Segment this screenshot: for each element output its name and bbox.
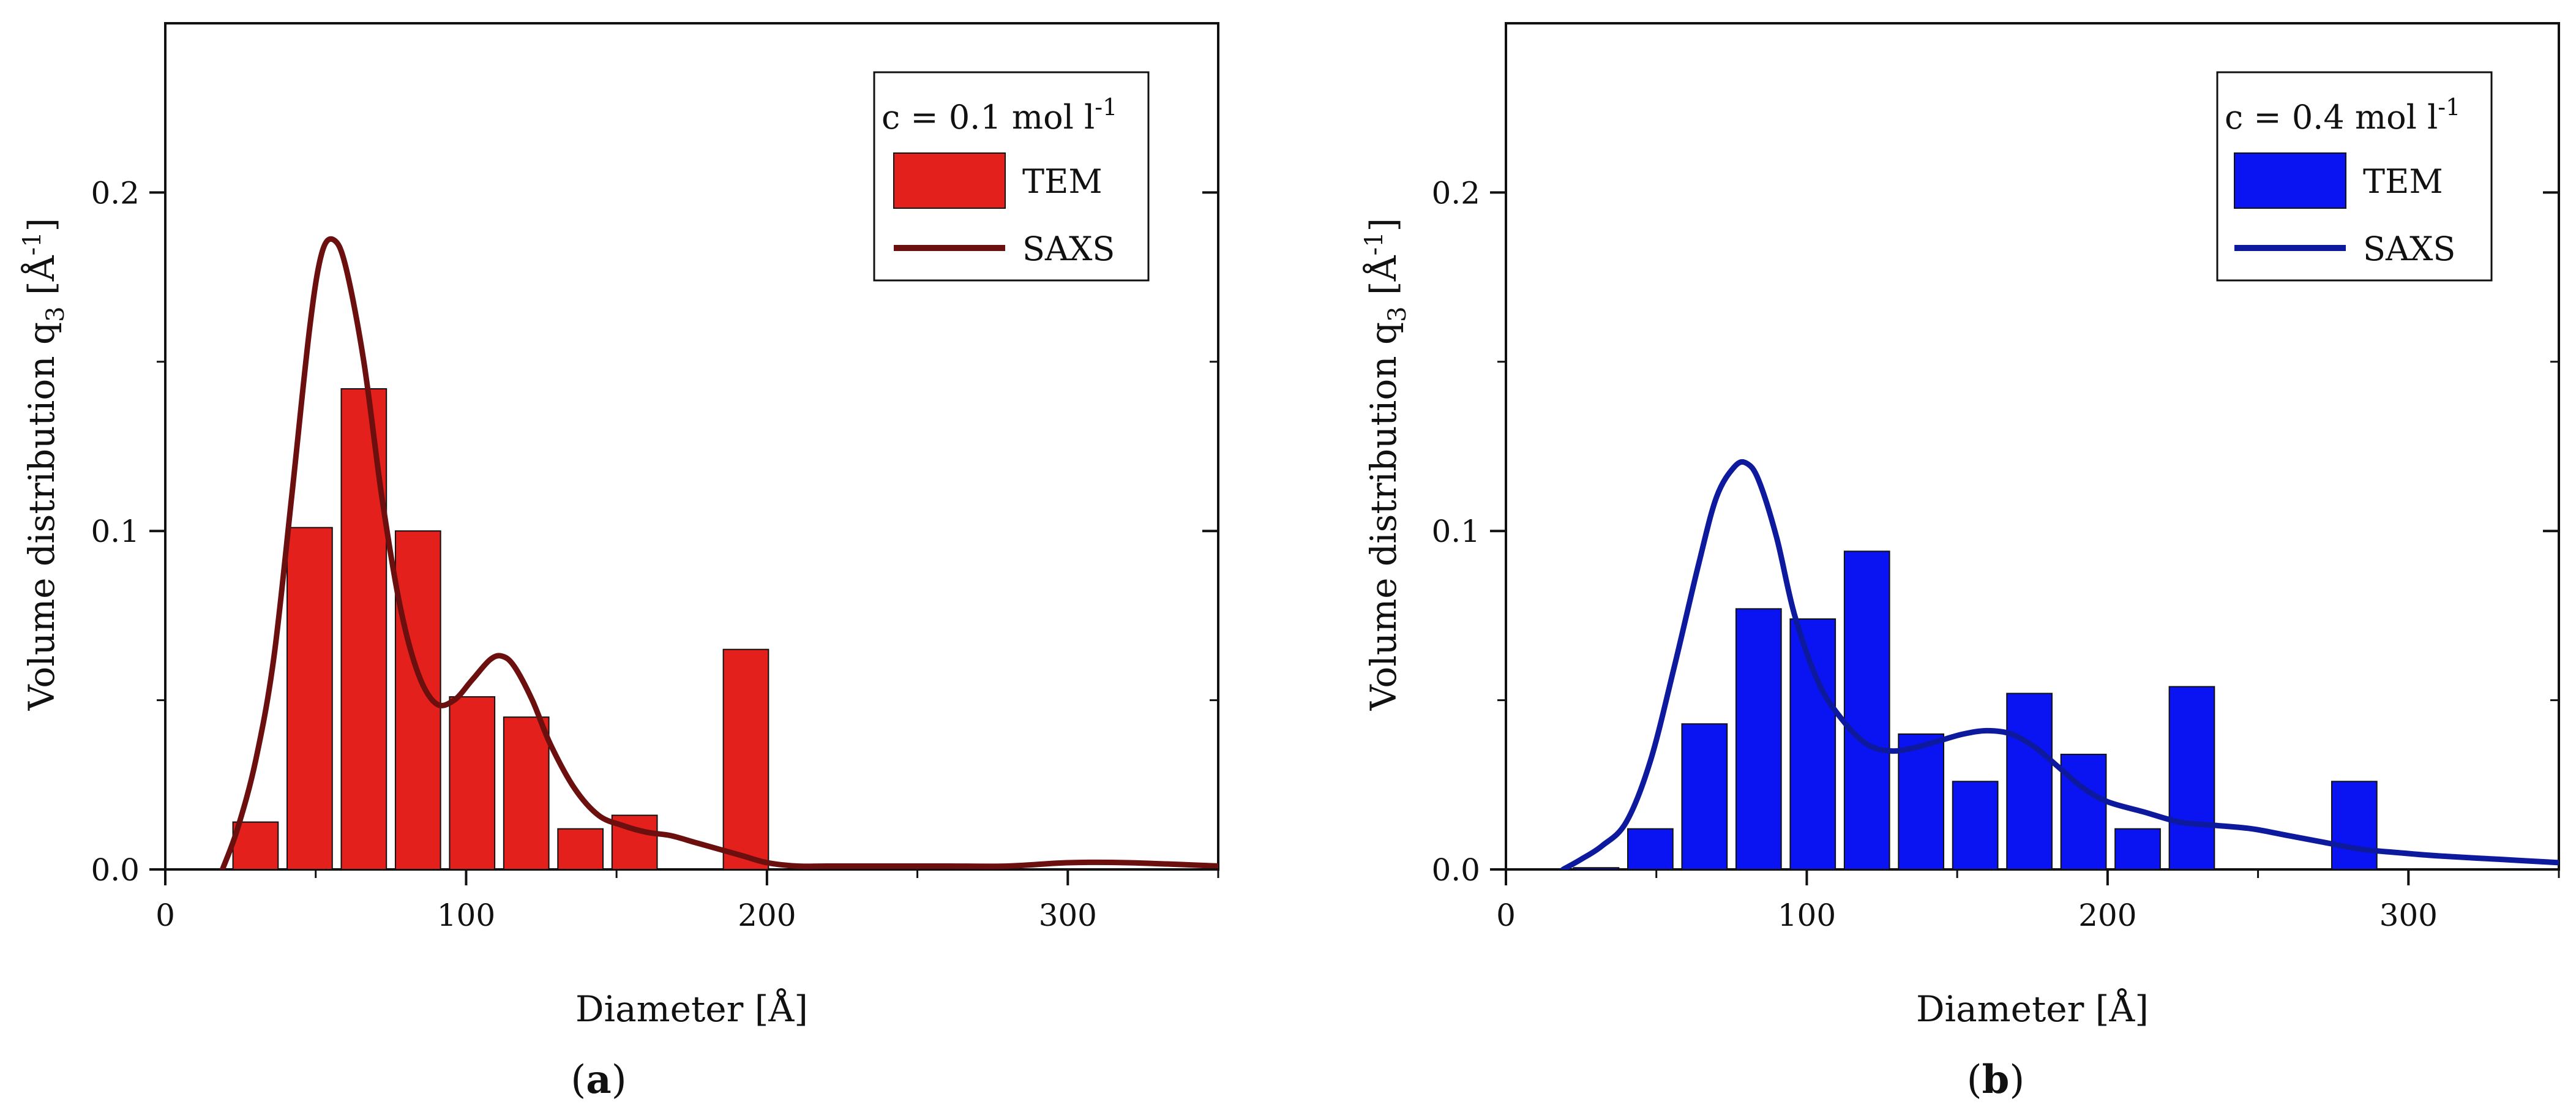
panel-b-bar-5 (1843, 550, 1890, 869)
panel-a-y-axis-title-sup: -1 (18, 231, 47, 255)
panel-b-bar-0 (1573, 867, 1620, 869)
panel-b-ticks: 0 100 200 300 0.0 0.1 0.2 (1431, 175, 2560, 933)
panel-a-bar-0 (232, 821, 279, 869)
panel-a-y-axis-title-close: ] (21, 218, 62, 232)
panel-a-y-axis-title: Volume distribution q3 [Å-1] (18, 218, 70, 711)
panel-b-ytick-label-2: 0.2 (1431, 175, 1480, 211)
panel-b-caption-letter: b (1982, 1057, 2010, 1103)
panel-b-ytick-label-0: 0.0 (1431, 852, 1480, 888)
panel-b-bar-3 (1735, 608, 1782, 869)
panel-b-bar-10 (2114, 828, 2161, 869)
panel-b-y-axis-title-unit: [Å (1363, 255, 1404, 306)
panel-b-bar-11 (2168, 686, 2215, 869)
panel-b-caption-open: ( (1967, 1057, 1982, 1103)
panel-a-bar-8 (722, 648, 769, 869)
panel-b-xtick-label-3: 300 (2379, 898, 2438, 933)
panel-a: 0 100 200 300 0.0 0.1 0.2 Diameter [Å] Volume … (18, 22, 1219, 1103)
panel-b-plot-area (1560, 459, 2559, 869)
panel-b-y-axis-title-main: Volume distribution q (1363, 322, 1404, 711)
panel-b-y-axis-title-sup: -1 (1360, 231, 1388, 255)
panel-b-legend-title-sup: -1 (2438, 94, 2460, 121)
panel-a-y-axis-title-main: Volume distribution q (21, 322, 62, 711)
panel-a-caption-close: ) (612, 1057, 627, 1103)
panel-a-caption-letter: a (586, 1057, 611, 1103)
panel-b-legend-swatch-tem (2234, 152, 2346, 209)
panel-a-caption: (a) (571, 1057, 626, 1103)
panel-a-axes-border (164, 22, 1219, 871)
panel-a-saxs-line (219, 236, 1218, 869)
panel-a-caption-open: ( (571, 1057, 586, 1103)
panel-b-y-axis-title: Volume distribution q3 [Å-1] (1360, 218, 1412, 711)
panel-b-legend-label-tem: TEM (2363, 162, 2443, 201)
panel-a-bar-5 (503, 716, 550, 869)
panel-b-bar-7 (1952, 781, 1999, 869)
panel-b-legend-title: c = 0.4 mol l-1 (2225, 94, 2460, 137)
panel-b-xtick-label-1: 100 (1778, 898, 1836, 933)
panel-b: 0 100 200 300 0.0 0.1 0.2 Diameter [Å] Volume … (1360, 22, 2560, 1103)
panel-a-x-axis-title: Diameter [Å] (575, 988, 808, 1030)
panel-a-legend-title: c = 0.1 mol l-1 (882, 94, 1117, 137)
panel-a-xtick-label-3: 300 (1039, 898, 1097, 933)
panel-b-ytick-label-1: 0.1 (1431, 514, 1480, 549)
panel-a-bar-6 (557, 828, 604, 869)
panel-b-y-axis-title-close: ] (1363, 218, 1404, 232)
panel-a-legend-label-tem: TEM (1022, 162, 1103, 201)
panel-b-legend-title-main: c = 0.4 mol l (2225, 98, 2438, 137)
panel-b-xtick-label-0: 0 (1496, 898, 1516, 933)
panel-b-caption: (b) (1967, 1057, 2025, 1103)
panel-a-ytick-label-0: 0.0 (91, 852, 140, 888)
panel-b-bar-1 (1627, 828, 1674, 869)
panel-b-bar-2 (1681, 723, 1728, 869)
panel-b-bar-12 (2331, 781, 2378, 869)
panel-a-ytick-label-2: 0.2 (91, 175, 140, 211)
panel-b-bar-6 (1898, 733, 1945, 869)
panel-a-axes-frame (164, 22, 1219, 871)
panel-a-ticks: 0 100 200 300 0.0 0.1 0.2 (91, 175, 1219, 933)
panel-a-legend: c = 0.1 mol l-1 TEM SAXS (873, 71, 1150, 282)
panel-a-xtick-label-2: 200 (738, 898, 796, 933)
panel-a-xtick-label-1: 100 (437, 898, 495, 933)
panel-b-x-axis-title: Diameter [Å] (1916, 988, 2149, 1030)
panel-b-legend: c = 0.4 mol l-1 TEM SAXS (2216, 71, 2493, 282)
panel-a-legend-label-saxs: SAXS (1022, 230, 1115, 268)
panel-a-legend-title-sup: -1 (1095, 94, 1117, 121)
panel-a-plot-area (219, 236, 1218, 869)
panel-a-bar-1 (286, 527, 333, 869)
panel-b-bar-8 (2006, 692, 2053, 869)
panel-a-bar-4 (449, 696, 496, 869)
panel-b-bar-4 (1789, 618, 1837, 869)
panel-a-legend-title-main: c = 0.1 mol l (882, 98, 1095, 137)
panel-b-xtick-label-2: 200 (2078, 898, 2136, 933)
panel-b-saxs-line (1560, 459, 2559, 869)
panel-b-legend-label-saxs: SAXS (2363, 230, 2455, 268)
panel-b-y-axis-title-sub: 3 (1383, 306, 1412, 321)
panel-a-y-axis-title-unit: [Å (21, 255, 62, 306)
panel-b-caption-close: ) (2009, 1057, 2024, 1103)
panel-a-legend-swatch-tem (893, 152, 1006, 209)
panel-a-xtick-label-0: 0 (155, 898, 175, 933)
panel-a-y-axis-title-sub: 3 (42, 306, 70, 321)
panel-a-ytick-label-1: 0.1 (91, 514, 140, 549)
